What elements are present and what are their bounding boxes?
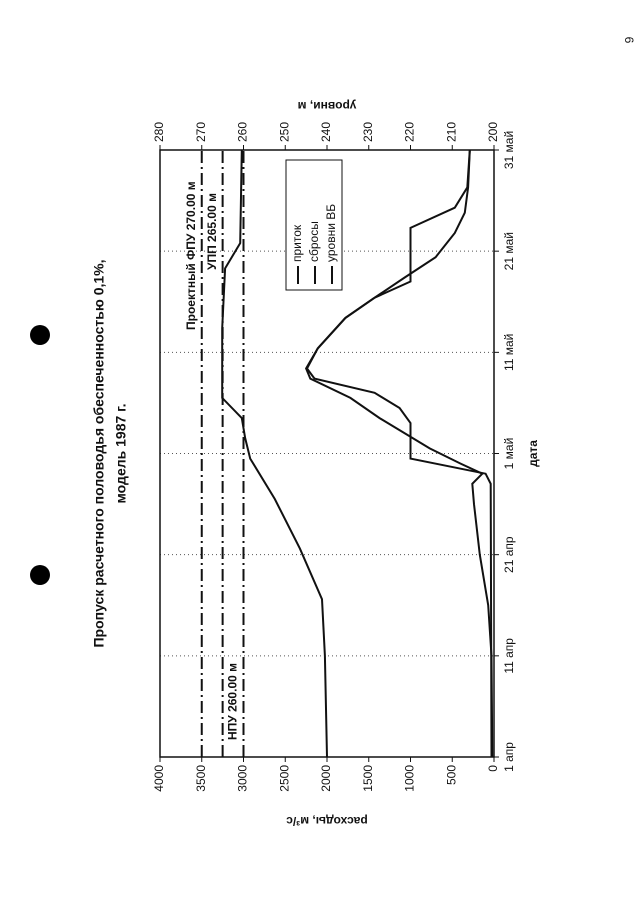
x-tick-label: 21 апр (502, 536, 516, 573)
y-tick-label: 500 (444, 765, 458, 785)
y2-tick-label: 260 (236, 122, 250, 142)
punch-hole (30, 325, 50, 345)
y2-tick-label: 230 (361, 122, 375, 142)
y-tick-label: 1500 (361, 765, 375, 792)
y2-tick-label: 240 (319, 122, 333, 142)
x-tick-label: 31 май (502, 131, 516, 169)
y-tick-label: 4000 (152, 765, 166, 792)
y-tick-label: 1000 (403, 765, 417, 792)
reference-label: НПУ 260.00 м (226, 663, 240, 740)
y-tick-label: 2500 (277, 765, 291, 792)
y-tick-label: 3000 (236, 765, 250, 792)
legend-box (285, 159, 343, 291)
legend-label: уровни ВБ (324, 204, 338, 262)
chart-title: Пропуск расчетного половодья обеспеченно… (91, 259, 107, 647)
chart-title: модель 1987 г. (113, 404, 129, 504)
x-axis-label: дата (526, 440, 540, 467)
x-tick-label: 1 апр (502, 742, 516, 772)
reference-label: УПП 265.00 м (205, 193, 219, 270)
punch-hole (30, 565, 50, 585)
reference-label: Проектный ФПУ 270.00 м (184, 181, 198, 330)
x-tick-label: 1 май (502, 438, 516, 470)
series-line (304, 149, 494, 758)
y2-axis-label: уровни, м (298, 99, 357, 113)
y-tick-label: 3500 (194, 765, 208, 792)
chart: Пропуск расчетного половодья обеспеченно… (91, 99, 540, 828)
y2-tick-label: 280 (152, 122, 166, 142)
y-tick-label: 2000 (319, 765, 333, 792)
y2-tick-label: 270 (194, 122, 208, 142)
x-tick-label: 11 апр (502, 638, 516, 674)
y2-tick-label: 210 (444, 122, 458, 142)
page-number: 6 (622, 37, 636, 44)
x-tick-label: 21 май (502, 232, 516, 270)
series-line (221, 149, 328, 758)
legend-label: сбросы (307, 221, 321, 262)
y2-tick-label: 200 (486, 122, 500, 142)
y2-tick-label: 220 (403, 122, 417, 142)
y-tick-label: 0 (486, 765, 500, 772)
y-axis-label: расходы, м³/с (286, 814, 368, 828)
x-tick-label: 11 май (502, 334, 516, 371)
series-line (305, 149, 493, 758)
legend-label: приток (290, 224, 304, 262)
y2-tick-label: 250 (277, 122, 291, 142)
